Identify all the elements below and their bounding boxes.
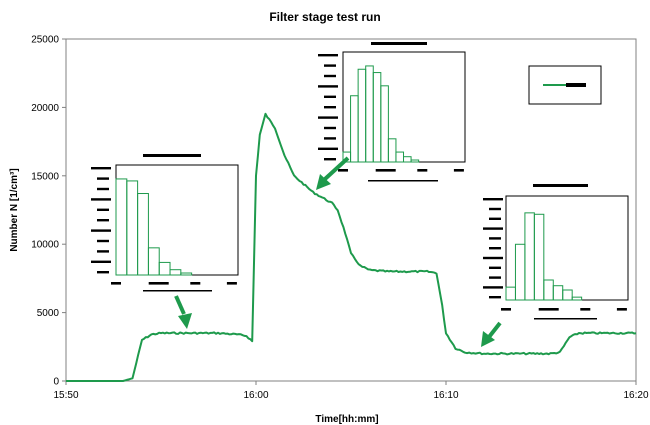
x-tick-label: 15:50: [53, 390, 78, 401]
inset-y-tick-label: [318, 54, 338, 57]
annotation-arrows: [174, 156, 502, 347]
inset-y-tick-label: [91, 229, 111, 232]
arrow-late: [481, 321, 502, 347]
y-tick-label: 20000: [31, 103, 59, 114]
inset-y-tick-label: [489, 247, 501, 250]
inset-x-tick-label: [111, 282, 121, 285]
series-line: [66, 112, 637, 382]
inset-y-tick-label: [483, 286, 503, 289]
inset-x-axis-caption: [534, 318, 597, 320]
inset-y-tick-label: [489, 296, 501, 299]
y-tick-label: 10000: [31, 240, 59, 251]
inset-y-tick-label: [483, 227, 503, 230]
inset-bar: [387, 138, 397, 163]
inset-frame: [505, 195, 629, 301]
inset-y-tick-label: [97, 177, 109, 180]
inset-y-tick-label: [97, 219, 109, 222]
inset-y-tick-label: [324, 126, 336, 130]
inset-bar: [180, 272, 193, 276]
inset-y-tick-label: [324, 106, 336, 109]
inset-y-tick-label: [489, 237, 501, 240]
inset-histogram-peak: [318, 42, 466, 182]
inset-y-tick-label: [91, 167, 111, 170]
inset-bar: [410, 159, 420, 163]
inset-y-tick-label: [324, 137, 336, 140]
inset-frame: [115, 164, 239, 276]
y-tick-label: 0: [53, 377, 59, 388]
inset-y-tick-label: [318, 85, 338, 88]
inset-histogram-late: [483, 184, 629, 320]
inset-y-tick-label: [483, 198, 503, 201]
inset-x-tick-label: [453, 169, 464, 172]
arrow-peak: [316, 156, 350, 190]
y-tick-label: 25000: [31, 35, 59, 46]
chart-title: Filter stage test run: [269, 10, 380, 24]
inset-y-tick-label: [483, 256, 503, 260]
inset-y-tick-label: [489, 217, 501, 220]
inset-y-tick-label: [324, 64, 336, 67]
inset-x-tick-label: [375, 169, 396, 172]
inset-y-tick-label: [91, 198, 111, 201]
inset-x-axis-caption: [368, 180, 438, 182]
inset-y-tick-label: [97, 250, 109, 253]
inset-histogram-early: [91, 154, 239, 292]
arrow-early: [174, 295, 192, 329]
legend: [528, 65, 602, 105]
y-axis-label: Number N [1/cm³]: [9, 168, 20, 251]
inset-y-tick-label: [97, 208, 109, 211]
inset-x-tick-label: [190, 282, 201, 285]
x-tick-label: 16:10: [433, 390, 458, 401]
inset-bar: [403, 156, 412, 163]
inset-y-tick-label: [324, 158, 336, 161]
inset-y-tick-label: [318, 116, 338, 119]
inset-title-bar: [371, 42, 427, 45]
y-tick-label: 15000: [31, 171, 59, 182]
inset-y-tick-label: [489, 207, 501, 211]
inset-bar: [380, 85, 389, 163]
inset-bar: [562, 289, 573, 301]
inset-frame: [342, 51, 466, 163]
y-axis-ticks: 0 5000 10000 15000 20000 25000: [31, 35, 66, 388]
x-axis-label: Time[hh:mm]: [315, 414, 378, 425]
x-axis-ticks: 15:50 16:00 16:10 16:20: [53, 381, 649, 401]
inset-bar: [169, 269, 182, 276]
inset-y-tick-label: [489, 266, 501, 269]
x-tick-label: 16:20: [623, 390, 648, 401]
inset-y-tick-label: [324, 74, 336, 78]
inset-bar: [571, 296, 583, 301]
inset-bar: [137, 193, 149, 276]
y-tick-label: 5000: [37, 308, 60, 319]
inset-x-tick-label: [580, 308, 591, 311]
inset-x-tick-label: [417, 169, 428, 172]
inset-bar: [533, 213, 545, 301]
inset-y-tick-label: [97, 271, 109, 274]
inset-y-tick-label: [489, 276, 501, 279]
inset-y-tick-label: [97, 187, 109, 191]
legend-label-bar: [566, 83, 586, 87]
inset-x-tick-label: [148, 282, 169, 285]
inset-bar: [147, 247, 160, 276]
inset-x-tick-label: [226, 282, 237, 285]
inset-y-tick-label: [91, 260, 111, 263]
inset-x-tick-label: [538, 308, 559, 311]
inset-x-axis-caption: [143, 290, 212, 292]
inset-x-tick-label: [501, 308, 511, 311]
inset-x-tick-label: [616, 308, 627, 311]
inset-y-tick-label: [97, 239, 109, 243]
inset-bar: [158, 261, 171, 276]
inset-title-bar: [143, 154, 201, 157]
inset-x-tick-label: [338, 169, 348, 172]
x-tick-label: 16:00: [243, 390, 268, 401]
inset-y-tick-label: [324, 95, 336, 98]
inset-title-bar: [533, 184, 588, 187]
inset-y-tick-label: [318, 147, 338, 150]
